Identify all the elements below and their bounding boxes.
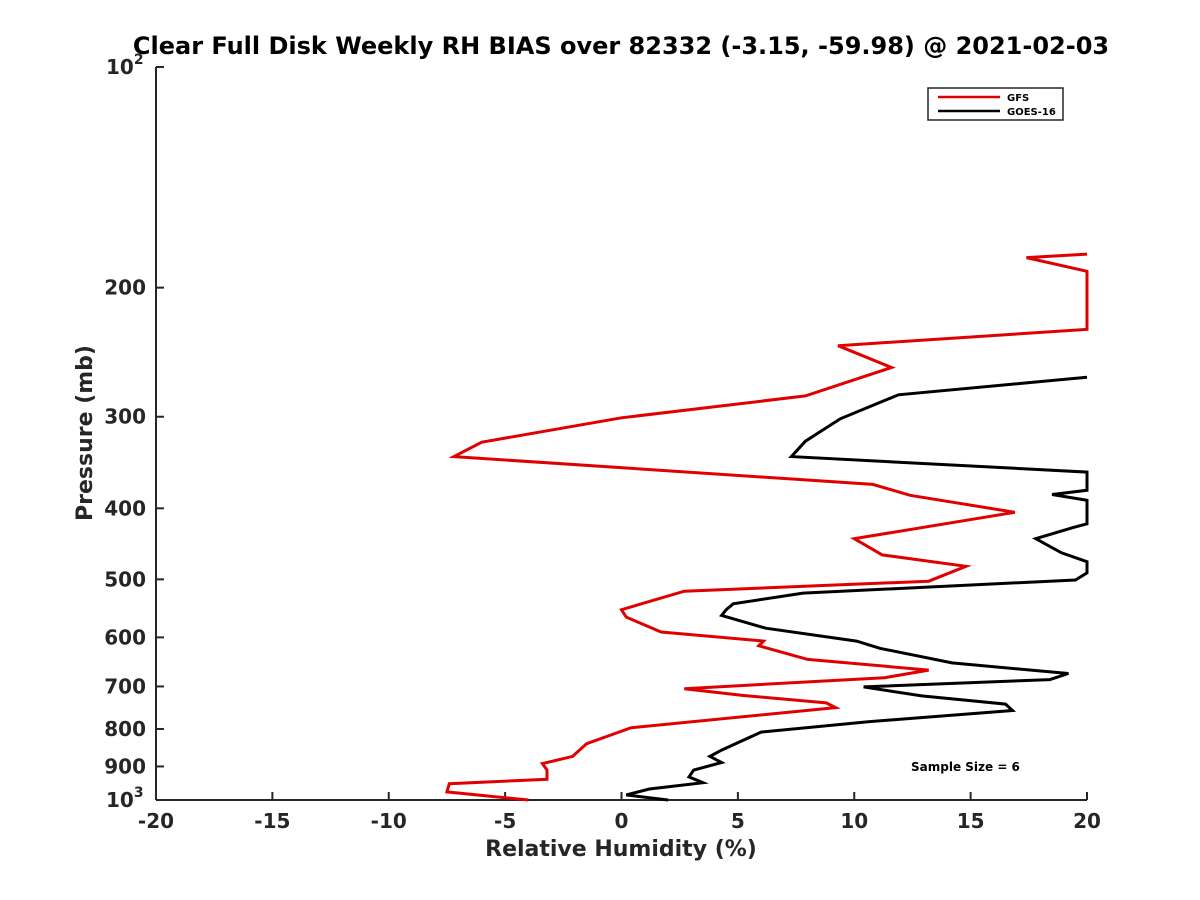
legend-label-goes-16: GOES-16 xyxy=(1007,107,1056,118)
y-tick-label: 300 xyxy=(104,405,146,429)
y-tick-label: 102 xyxy=(106,52,144,79)
y-tick-label: 900 xyxy=(104,754,146,778)
y-tick-label: 500 xyxy=(104,567,146,591)
chart-title: Clear Full Disk Weekly RH BIAS over 8233… xyxy=(133,32,1109,60)
y-tick-base: 10 xyxy=(106,55,134,79)
y-tick-exponent: 3 xyxy=(134,785,144,801)
legend-box xyxy=(927,87,1064,121)
x-tick-label: 10 xyxy=(840,809,868,833)
x-tick-label: -10 xyxy=(371,809,407,833)
y-axis-label: Pressure (mb) xyxy=(73,345,98,521)
y-tick-exponent: 2 xyxy=(134,52,144,68)
x-tick-label: 5 xyxy=(731,809,745,833)
y-tick-label: 400 xyxy=(104,496,146,520)
y-tick-label: 800 xyxy=(104,717,146,741)
x-ticks: -20 -15 -10 -5 0 5 10 15 20 xyxy=(138,792,1101,833)
x-tick-label: 15 xyxy=(957,809,985,833)
legend-label-gfs: GFS xyxy=(1007,93,1029,104)
x-tick-label: 20 xyxy=(1073,809,1101,833)
sample-size-annotation: Sample Size = 6 xyxy=(911,760,1020,774)
x-axis-label: Relative Humidity (%) xyxy=(485,837,757,862)
series-line-gfs xyxy=(444,252,1089,802)
x-tick-label: -5 xyxy=(494,809,516,833)
y-tick-label: 103 xyxy=(106,785,144,812)
x-tick-label: 0 xyxy=(615,809,629,833)
x-tick-label: -20 xyxy=(138,809,174,833)
y-tick-label: 200 xyxy=(104,276,146,300)
y-tick-label: 600 xyxy=(104,625,146,649)
legend: GFS GOES-16 xyxy=(927,87,1064,121)
series-line-goes-16 xyxy=(625,375,1089,802)
y-tick-base: 10 xyxy=(106,788,134,812)
x-tick-label: -15 xyxy=(254,809,290,833)
series-lines xyxy=(444,252,1089,802)
y-tick-label: 700 xyxy=(104,674,146,698)
